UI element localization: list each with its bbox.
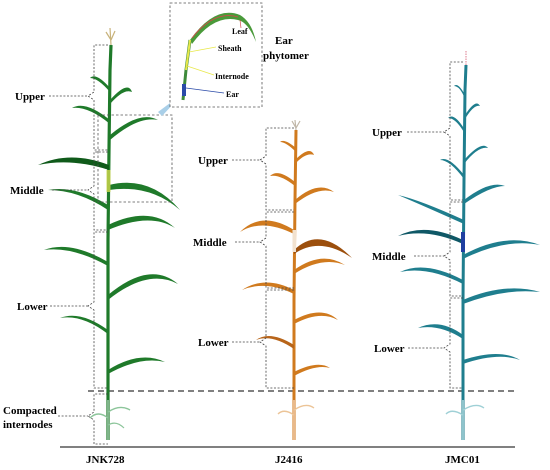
inset-label-ear: Ear: [226, 90, 239, 99]
plant-label-jmc01: JMC01: [445, 454, 480, 466]
brace-j2416-middle: [259, 211, 294, 289]
brace-jnk728-middle: [87, 151, 108, 231]
label-j2416-upper: Upper: [198, 155, 228, 167]
label-j2416-middle: Middle: [193, 237, 227, 249]
plant-label-j2416: J2416: [275, 454, 303, 466]
inset-title-line2: phytomer: [263, 50, 309, 62]
inset-title-line1: Ear: [275, 35, 293, 47]
label-jnk728-upper: Upper: [15, 91, 45, 103]
plant-jnk728: [38, 27, 180, 440]
label-compacted-line1: Compacted: [3, 405, 57, 417]
label-jmc01-upper: Upper: [372, 127, 402, 139]
brace-j2416-lower: [259, 289, 294, 389]
brace-j2416-upper: [259, 127, 294, 211]
label-jnk728-middle: Middle: [10, 185, 44, 197]
inset-label-leaf: Leaf: [232, 27, 248, 36]
inset-label-sheath: Sheath: [218, 44, 242, 53]
plant-label-jnk728: JNK728: [86, 454, 125, 466]
ear-region-box: [97, 114, 173, 203]
brace-jmc01-lower: [443, 297, 463, 389]
brace-jnk728-compacted: [87, 393, 108, 445]
plant-jmc01: [398, 50, 540, 440]
ear-phytomer-inset: Leaf Sheath Internode Ear: [169, 2, 263, 108]
label-jnk728-lower: Lower: [17, 301, 48, 313]
inset-label-internode: Internode: [215, 72, 249, 81]
label-jmc01-middle: Middle: [372, 251, 406, 263]
brace-jmc01-upper: [443, 61, 463, 201]
label-compacted-line2: internodes: [3, 419, 53, 431]
label-j2416-lower: Lower: [198, 337, 229, 349]
plant-j2416: [240, 119, 352, 440]
label-jmc01-lower: Lower: [374, 343, 405, 355]
